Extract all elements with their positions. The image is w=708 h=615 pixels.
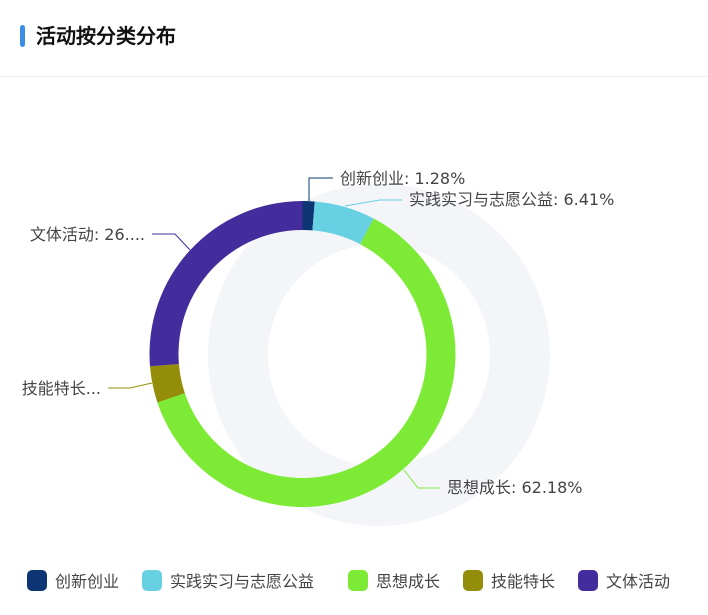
donut-chart: 创新创业: 1.28% 实践实习与志愿公益: 6.41% 思想成长: 62.18… [22,169,614,526]
slice-label-2: 思想成长: 62.18% [447,478,583,497]
slice-label-0: 创新创业: 1.28% [340,169,465,188]
legend-swatch [578,569,598,591]
legend-swatch [348,569,368,591]
label-line-3 [108,382,153,389]
card-header: 活动按分类分布 [0,0,708,77]
legend-item-4[interactable]: 文体活动 [578,568,670,592]
legend-item-1[interactable]: 实践实习与志愿公益 [142,568,314,592]
slice-1[interactable] [312,201,374,245]
slice-label-1: 实践实习与志愿公益: 6.41% [409,190,614,209]
label-line-0 [308,177,333,201]
legend-swatch [142,569,162,591]
legend-swatch [463,569,483,591]
legend-label: 实践实习与志愿公益 [170,572,315,591]
legend-item-2[interactable]: 思想成长 [348,568,440,592]
legend-item-0[interactable]: 创新创业 [27,568,119,592]
label-line-4 [152,233,191,251]
slice-label-3: 技能特长... [22,379,101,398]
legend-label: 创新创业 [55,572,120,591]
slice-label-4: 文体活动: 26.... [30,225,145,244]
slice-3[interactable] [149,363,185,403]
legend-label: 文体活动 [606,572,671,591]
legend-swatch [27,569,47,591]
legend: 创新创业 实践实习与志愿公益 思想成长 技能特长 文体活动 [0,568,708,592]
legend-item-3[interactable]: 技能特长 [463,568,555,592]
legend-label: 思想成长 [376,572,441,591]
background-ring [208,184,550,526]
title-accent-bar [20,25,25,47]
legend-label: 技能特长 [491,572,556,591]
label-line-1 [344,199,402,207]
card-title: 活动按分类分布 [36,24,176,48]
slice-0[interactable] [302,201,315,231]
label-line-2 [403,469,440,489]
slice-4[interactable] [149,201,303,367]
